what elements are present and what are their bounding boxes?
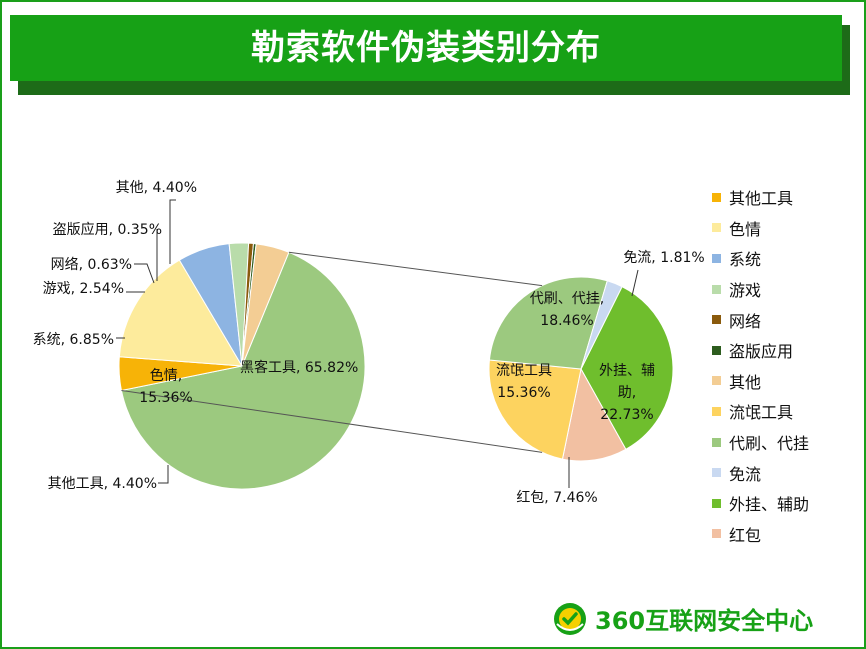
legend-label: 代刷、代挂 [729, 434, 810, 454]
data-labels: 黑客工具, 65.82% 色情, 15.36% 其他工具, 4.40% 系统, 6.85… [33, 180, 705, 506]
legend-item-红包: 红包 [712, 519, 809, 550]
label-游戏: 游戏, 2.54% [43, 281, 124, 297]
legend-item-网络: 网络 [712, 304, 809, 335]
legend-item-免流: 免流 [712, 457, 809, 488]
label-网络: 网络, 0.63% [51, 257, 132, 273]
legend-label: 外挂、辅助 [729, 495, 810, 515]
legend-label: 盗版应用 [729, 342, 794, 362]
legend-item-其他工具: 其他工具 [712, 182, 809, 213]
label-盗版应用: 盗版应用, 0.35% [53, 221, 162, 238]
legend-label: 网络 [729, 311, 762, 331]
legend-item-色情: 色情 [712, 213, 809, 244]
legend-label: 游戏 [729, 281, 762, 301]
legend-label: 流氓工具 [729, 403, 794, 423]
breakdown-pie [488, 276, 674, 462]
legend-swatch [712, 192, 721, 202]
legend-label: 系统 [729, 250, 762, 270]
label-系统: 系统, 6.85% [33, 332, 114, 348]
legend-swatch [712, 437, 721, 447]
legend-swatch [712, 406, 721, 416]
label-免流-leader [631, 269, 639, 297]
legend-swatch [712, 468, 721, 478]
360-shield-logo-icon [554, 602, 586, 635]
main-pie [118, 242, 366, 490]
label-其他-leader [169, 199, 176, 264]
label-免流: 免流, 1.81% [623, 250, 704, 266]
brand-name: 360互联网安全中心 [595, 607, 814, 635]
connector-line-top [288, 251, 543, 287]
breakdown-pie-slice-流氓工具 [488, 359, 582, 460]
label-其他: 其他, 4.40% [116, 180, 197, 196]
chart-legend: 其他工具色情系统游戏网络盗版应用其他流氓工具代刷、代挂免流外挂、辅助红包 [712, 182, 809, 549]
legend-swatch [712, 253, 721, 263]
label-网络-leader [134, 263, 155, 284]
legend-swatch [712, 529, 721, 539]
breakdown-pie-slice-红包 [561, 367, 627, 462]
label-黑客工具: 黑客工具, 65.82% [240, 359, 358, 376]
label-流氓工具: 流氓工具 15.36% [496, 363, 552, 401]
label-红包: 红包, 7.46% [516, 490, 597, 506]
label-代刷、代挂: 代刷、代挂, 18.46% [530, 291, 604, 329]
label-色情: 色情, 15.36% [139, 367, 192, 406]
slide-title: 勒索软件伪装类别分布 [10, 15, 842, 81]
legend-label: 其他 [729, 372, 762, 392]
legend-item-其他: 其他 [712, 366, 809, 397]
legend-item-系统: 系统 [712, 243, 809, 274]
legend-item-游戏: 游戏 [712, 274, 809, 305]
legend-item-代刷-代挂: 代刷、代挂 [712, 427, 809, 458]
breakdown-pie-slice-外挂-辅助 [580, 285, 674, 451]
legend-label: 红包 [729, 525, 762, 545]
brand-footer: 360互联网安全中心 [553, 601, 813, 636]
connector-line-bottom [121, 389, 543, 453]
main-pie-slice-其他 [241, 243, 290, 367]
legend-label: 免流 [729, 464, 762, 484]
legend-swatch [712, 498, 721, 508]
label-其他工具-leader [158, 465, 169, 484]
legend-swatch [712, 376, 721, 386]
legend-item-流氓工具: 流氓工具 [712, 396, 809, 427]
breakdown-pie-slice-免流 [580, 280, 623, 370]
connector-lines [121, 251, 543, 453]
main-pie-slice-色情 [118, 259, 243, 367]
label-外挂、辅助: 外挂、辅助, 22.73% [599, 363, 655, 423]
legend-item-盗版应用: 盗版应用 [712, 335, 809, 366]
label-其他工具: 其他工具, 4.40% [48, 476, 157, 492]
legend-swatch [712, 284, 721, 294]
legend-swatch [712, 345, 721, 355]
legend-swatch [712, 315, 721, 325]
legend-swatch [712, 223, 721, 233]
legend-label: 其他工具 [729, 189, 794, 209]
main-pie-slice-黑客工具 [120, 251, 366, 490]
legend-item-外挂-辅助: 外挂、辅助 [712, 488, 809, 519]
breakdown-pie-slice-代刷-代挂 [488, 276, 608, 370]
legend-label: 色情 [729, 219, 762, 239]
